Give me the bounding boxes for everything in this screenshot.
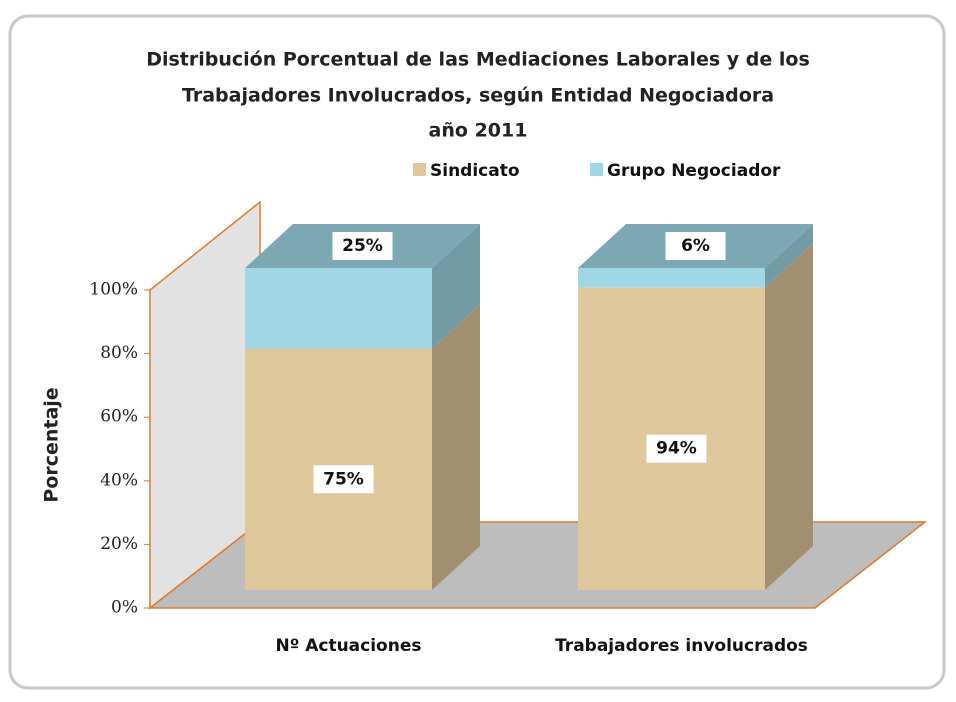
chart-title: año 2011	[429, 120, 528, 142]
bar	[245, 268, 432, 349]
bar-side	[432, 304, 480, 590]
bar-side	[765, 243, 813, 590]
y-tick-label: 100%	[89, 280, 138, 300]
data-label: 6%	[681, 236, 710, 256]
chart-title: Trabajadores Involucrados, según Entidad…	[182, 85, 774, 107]
chart-title: Distribución Porcentual de las Mediacion…	[146, 49, 810, 71]
y-tick-label: 80%	[100, 343, 138, 363]
legend-label: Grupo Negociador	[607, 161, 781, 181]
y-tick-label: 40%	[100, 470, 138, 490]
y-tick-label: 0%	[111, 598, 138, 618]
data-label-box	[646, 434, 707, 463]
y-axis-label: Porcentaje	[41, 387, 63, 502]
y-tick-label: 20%	[100, 534, 138, 554]
bar-side	[432, 224, 480, 349]
legend-swatch	[590, 163, 603, 176]
data-label: 25%	[342, 236, 383, 256]
y-tick-label: 60%	[100, 407, 138, 427]
data-label-box	[332, 232, 393, 260]
data-label: 94%	[656, 439, 697, 459]
x-tick-label: Trabajadores involucrados	[555, 636, 808, 656]
legend-swatch	[413, 163, 426, 176]
data-label-box	[665, 232, 726, 260]
data-label: 75%	[323, 469, 364, 489]
x-tick-label: Nº Actuaciones	[275, 636, 421, 656]
legend-label: Sindicato	[430, 161, 520, 181]
bar	[578, 268, 765, 288]
data-label-box	[313, 465, 374, 494]
bar-side	[765, 224, 813, 288]
